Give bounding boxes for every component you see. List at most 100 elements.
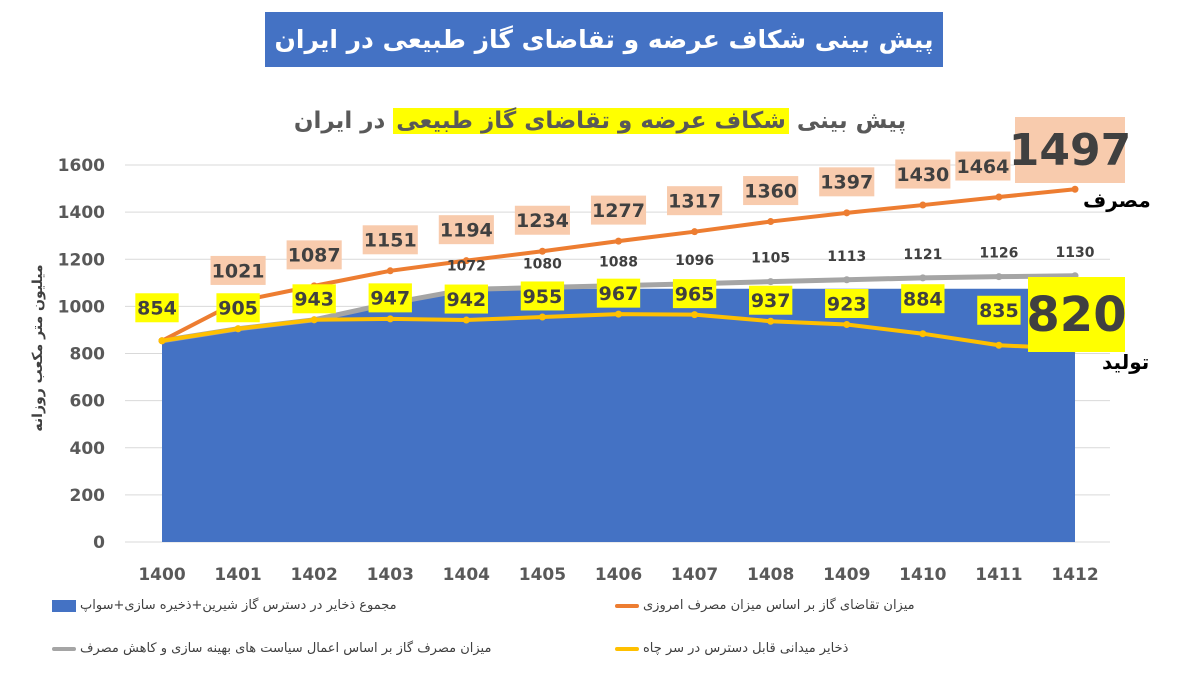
legend-swatch — [615, 603, 639, 608]
field-data-label-bg — [596, 278, 641, 308]
field-point — [615, 310, 622, 318]
x-tick-label: 1404 — [443, 565, 490, 585]
optimized-point — [767, 278, 775, 286]
field-data-label-bg — [901, 284, 945, 314]
field-point — [843, 321, 851, 329]
optimized-data-label: 1130 — [1056, 245, 1095, 261]
optimized-data-label: 1080 — [523, 257, 562, 273]
demand-data-label: 1021 — [212, 260, 265, 282]
x-tick-label: 1402 — [291, 565, 338, 585]
field-data-label-bg — [216, 293, 260, 323]
legend-swatch — [52, 646, 76, 651]
x-tick-label: 1408 — [747, 565, 794, 585]
legend-text: ذخایر میدانی قابل دسترس در سر چاه — [643, 641, 849, 656]
y-tick-label: 600 — [70, 392, 106, 412]
legend-swatch — [615, 646, 639, 651]
y-tick-label: 400 — [70, 439, 106, 459]
demand-data-label: 1234 — [516, 210, 569, 232]
field-data-label-bg — [135, 293, 179, 323]
demand-data-label-bg — [362, 225, 418, 255]
supply-final-value: 820 — [1026, 277, 1127, 352]
demand-data-label-bg — [514, 205, 570, 235]
optimized-point — [843, 276, 851, 284]
demand-data-label: 1464 — [956, 156, 1009, 178]
x-tick-label: 1407 — [671, 565, 718, 585]
optimized-data-label: 1113 — [827, 249, 866, 265]
demand-data-label-bg — [743, 176, 799, 206]
y-tick-label: 1000 — [58, 297, 105, 317]
field-data-label: 854 — [137, 298, 177, 320]
x-tick-label: 1412 — [1051, 565, 1098, 585]
y-tick-label: 1600 — [58, 156, 105, 176]
field-data-label-bg — [368, 283, 412, 313]
field-data-label-bg — [825, 289, 869, 319]
demand-data-label: 1087 — [288, 245, 341, 267]
demand-data-label: 1360 — [744, 180, 797, 202]
x-tick-label: 1409 — [823, 565, 870, 585]
demand-data-label: 1317 — [668, 191, 721, 213]
demand-point — [462, 257, 470, 265]
field-data-label: 942 — [446, 289, 486, 311]
optimized-data-label: 1072 — [447, 258, 486, 274]
x-tick-label: 1411 — [975, 565, 1022, 585]
field-data-label: 943 — [294, 289, 334, 311]
x-tick-label: 1410 — [899, 565, 946, 585]
demand-data-label-bg — [438, 215, 494, 245]
chart-title: پیش بینی شکاف عرضه و تقاضای گاز طبیعی در… — [0, 108, 1200, 134]
field-data-label-bg — [444, 284, 489, 314]
y-axis-label: میلیون متر مکعب روزانه — [30, 264, 46, 432]
field-point — [158, 337, 166, 345]
demand-data-label: 1430 — [896, 164, 949, 186]
y-tick-label: 1200 — [58, 250, 105, 270]
field-data-label-bg — [748, 285, 793, 315]
demand-data-label: 1277 — [592, 200, 645, 222]
demand-data-label: 1397 — [820, 172, 873, 194]
demand-point — [995, 193, 1003, 201]
field-data-label: 923 — [827, 293, 867, 315]
optimized-data-label: 1088 — [599, 255, 638, 271]
field-point — [919, 330, 927, 338]
demand-final-value: 1497 — [1009, 117, 1131, 183]
field-point — [310, 316, 318, 324]
demand-point — [691, 228, 699, 236]
banner-title: پیش بینی شکاف عرضه و تقاضای گاز طبیعی در… — [265, 12, 943, 67]
legend-swatch — [52, 599, 76, 612]
x-tick-label: 1403 — [367, 565, 414, 585]
demand-data-label-bg — [667, 186, 723, 216]
demand-side-label: مصرف — [1083, 188, 1151, 212]
demand-data-label-bg — [286, 240, 342, 270]
field-point — [538, 313, 546, 321]
title-highlight: شکاف عرضه و تقاضای گاز طبیعی — [393, 108, 789, 134]
field-point — [386, 315, 394, 323]
legend-item-field: ذخایر میدانی قابل دسترس در سر چاه — [615, 641, 848, 656]
demand-point — [386, 267, 394, 275]
field-data-label: 965 — [675, 283, 715, 305]
optimized-data-label: 1126 — [979, 246, 1018, 262]
legend-text: میزان تقاضای گاز بر اساس میزان مصرف امرو… — [643, 598, 915, 613]
y-tick-label: 0 — [93, 533, 105, 553]
field-data-label-bg — [977, 295, 1021, 325]
demand-point — [843, 209, 851, 217]
demand-data-label: 1194 — [440, 220, 493, 242]
x-tick-label: 1405 — [519, 565, 566, 585]
demand-data-label-bg — [955, 151, 1011, 181]
demand-point — [767, 218, 775, 226]
title-part: پیش بینی — [796, 108, 907, 134]
legend-text: میزان مصرف گاز بر اساس اعمال سیاست های ب… — [80, 641, 492, 656]
demand-data-label-bg — [590, 195, 647, 225]
field-point — [995, 341, 1003, 349]
legend-item-demand: میزان تقاضای گاز بر اساس میزان مصرف امرو… — [615, 598, 915, 613]
x-tick-label: 1401 — [214, 565, 261, 585]
field-data-label-bg — [520, 281, 565, 311]
field-data-label: 967 — [599, 283, 639, 305]
optimized-data-label: 1096 — [675, 253, 714, 269]
field-point — [691, 311, 699, 319]
legend-text: مجموع ذخایر در دسترس گاز شیرین+ذخیره ساز… — [80, 598, 397, 613]
field-point — [767, 317, 775, 325]
demand-data-label: 1151 — [364, 230, 417, 252]
y-tick-label: 200 — [70, 486, 106, 506]
field-point — [234, 325, 242, 333]
supply-side-label: تولید — [1102, 350, 1150, 374]
demand-data-label-bg — [895, 159, 951, 189]
